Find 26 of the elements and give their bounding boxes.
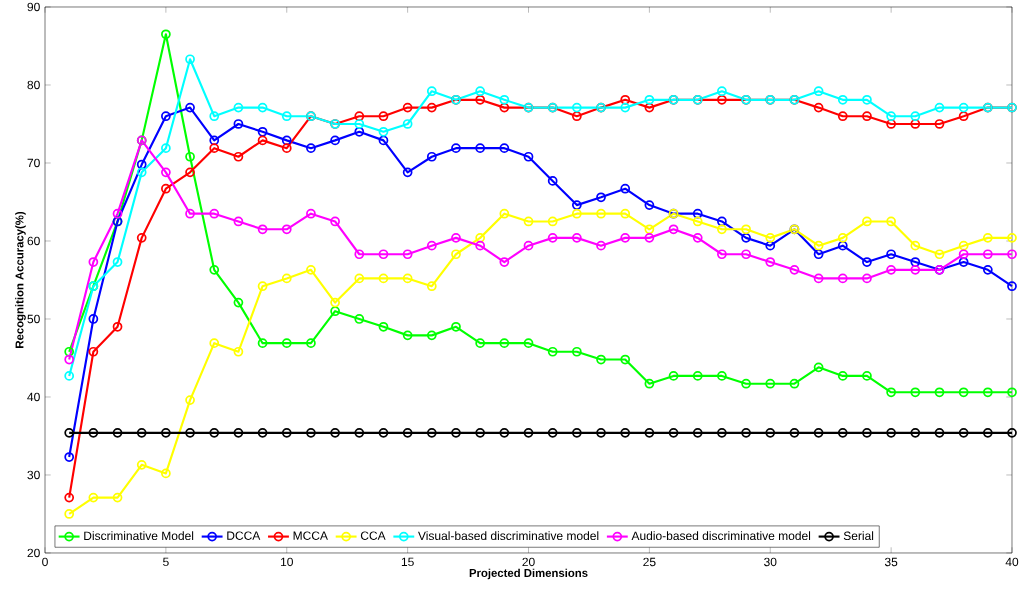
legend-label: Serial: [843, 531, 874, 541]
y-tick-label: 20: [27, 548, 40, 558]
legend-label: MCCA: [293, 531, 328, 540]
x-tick-label: 0: [42, 557, 48, 567]
x-tick-label: 10: [281, 557, 293, 567]
legend-label: Audio-based discriminative model: [631, 531, 811, 541]
y-tick-label: 60: [27, 236, 40, 246]
y-tick-label: 40: [27, 392, 40, 402]
x-tick-label: 20: [522, 557, 535, 567]
legend-label: DCCA: [227, 531, 261, 540]
legend-label: CCA: [360, 531, 386, 540]
y-tick-label: 70: [27, 158, 40, 168]
x-axis-title: Projected Dimensions: [469, 568, 588, 580]
y-axis-title: Recognition Accuracy(%): [15, 211, 26, 348]
y-tick-label: 30: [27, 470, 40, 480]
x-tick-label: 40: [1005, 557, 1019, 567]
x-tick-label: 15: [401, 557, 414, 567]
y-tick-label: 80: [27, 80, 40, 90]
y-tick-label: 90: [27, 2, 40, 12]
x-tick-label: 5: [163, 557, 169, 567]
x-tick-label: 30: [764, 557, 777, 567]
x-tick-label: 35: [884, 557, 898, 567]
legend-label: Discriminative Model: [84, 531, 194, 541]
y-tick-label: 50: [27, 314, 40, 324]
legend-label: Visual-based discriminative model: [418, 531, 599, 541]
x-tick-label: 25: [643, 557, 656, 567]
